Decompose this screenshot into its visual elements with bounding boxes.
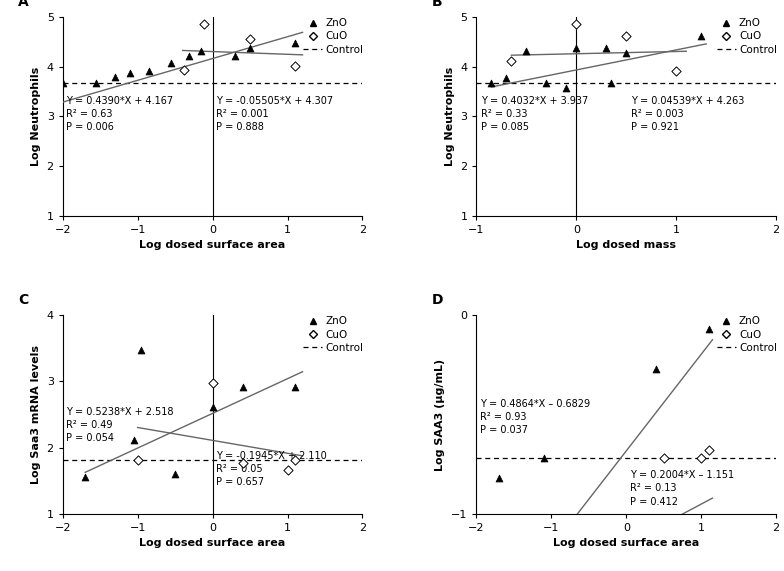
Point [281, 465, 294, 474]
Point [236, 382, 249, 391]
Text: C: C [18, 293, 28, 307]
X-axis label: Log dosed surface area: Log dosed surface area [554, 538, 699, 549]
Text: Y = 0.04539*X + 4.263
R² = 0.003
P = 0.921: Y = 0.04539*X + 4.263 R² = 0.003 P = 0.9… [631, 95, 745, 132]
X-axis label: Log dosed surface area: Log dosed surface area [140, 240, 285, 251]
Point [206, 402, 219, 411]
Point [702, 324, 715, 333]
Text: Y = 0.4390*X + 4.167
R² = 0.63
P = 0.006: Y = 0.4390*X + 4.167 R² = 0.63 P = 0.006 [67, 95, 173, 132]
Point [289, 455, 301, 464]
Point [124, 69, 136, 78]
X-axis label: Log dosed surface area: Log dosed surface area [140, 538, 285, 549]
Point [169, 469, 181, 478]
Point [198, 19, 210, 28]
Point [560, 83, 572, 93]
Point [56, 79, 69, 88]
Point [670, 66, 683, 75]
Point [695, 31, 707, 41]
Point [505, 57, 517, 66]
Y-axis label: Log Neutrophils: Log Neutrophils [445, 67, 455, 166]
Point [289, 39, 301, 48]
Point [605, 79, 618, 88]
Point [183, 51, 195, 61]
Text: D: D [431, 293, 443, 307]
Point [132, 455, 144, 464]
Point [236, 459, 249, 468]
Legend: ZnO, CuO, Control: ZnO, CuO, Control [303, 316, 363, 353]
Point [620, 31, 633, 41]
Text: Y = -0.05505*X + 4.307
R² = 0.001
P = 0.888: Y = -0.05505*X + 4.307 R² = 0.001 P = 0.… [216, 95, 333, 132]
Point [702, 446, 715, 455]
Point [538, 454, 550, 463]
Point [289, 61, 301, 70]
Point [90, 79, 103, 88]
Point [244, 44, 256, 53]
Point [540, 79, 553, 88]
Point [570, 19, 583, 28]
Point [570, 44, 583, 53]
Point [695, 454, 707, 463]
Text: Y = 0.2004*X – 1.151
R² = 0.13
P = 0.412: Y = 0.2004*X – 1.151 R² = 0.13 P = 0.412 [630, 470, 734, 506]
Point [520, 46, 532, 55]
Point [79, 473, 92, 482]
Text: Y = 0.5238*X + 2.518
R² = 0.49
P = 0.054: Y = 0.5238*X + 2.518 R² = 0.49 P = 0.054 [67, 407, 174, 443]
Text: B: B [431, 0, 442, 9]
Point [195, 46, 208, 55]
Point [143, 66, 155, 75]
X-axis label: Log dosed mass: Log dosed mass [576, 240, 677, 251]
Y-axis label: Log Saa3 mRNA levels: Log Saa3 mRNA levels [31, 345, 41, 484]
Point [500, 74, 513, 83]
Point [289, 382, 301, 391]
Text: A: A [18, 0, 28, 9]
Point [178, 66, 191, 75]
Point [165, 58, 178, 67]
Y-axis label: Log Neutrophils: Log Neutrophils [31, 67, 41, 166]
Legend: ZnO, CuO, Control: ZnO, CuO, Control [303, 18, 363, 55]
Point [620, 49, 633, 58]
Text: Y = 0.4864*X – 0.6829
R² = 0.93
P = 0.037: Y = 0.4864*X – 0.6829 R² = 0.93 P = 0.03… [480, 399, 590, 435]
Point [206, 379, 219, 388]
Point [128, 435, 140, 444]
Point [485, 79, 498, 88]
Y-axis label: Log SAA3 (μg/mL): Log SAA3 (μg/mL) [435, 359, 445, 471]
Text: Y = 0.4032*X + 3.937
R² = 0.33
P = 0.085: Y = 0.4032*X + 3.937 R² = 0.33 P = 0.085 [481, 95, 589, 132]
Point [658, 454, 670, 463]
Point [650, 364, 662, 373]
Point [244, 35, 256, 44]
Legend: ZnO, CuO, Control: ZnO, CuO, Control [717, 18, 777, 55]
Point [109, 72, 122, 81]
Point [135, 345, 147, 355]
Point [600, 44, 612, 53]
Text: Y = -0.1945*X + 2.110
R² = 0.05
P = 0.657: Y = -0.1945*X + 2.110 R² = 0.05 P = 0.65… [216, 451, 327, 488]
Legend: ZnO, CuO, Control: ZnO, CuO, Control [717, 316, 777, 353]
Point [492, 473, 505, 482]
Point [229, 51, 241, 61]
